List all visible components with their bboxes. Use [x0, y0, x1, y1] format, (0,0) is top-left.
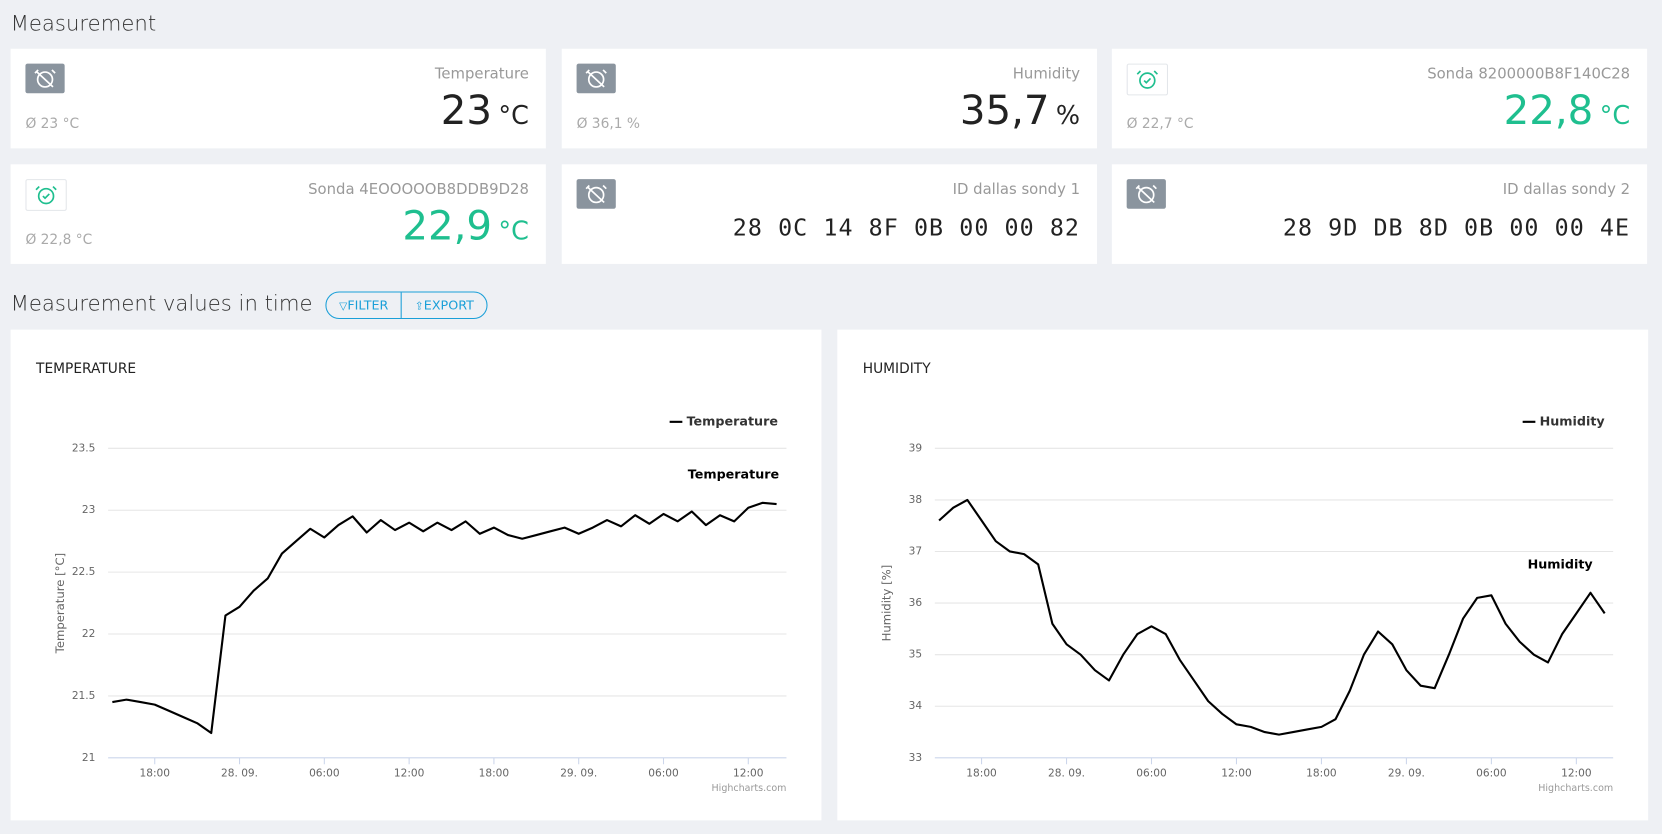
card-average: Ø 22,7 °C [1126, 116, 1194, 133]
card: Temperature 23 °C Ø 23 °C [10, 48, 546, 149]
card-label: Humidity [1012, 65, 1081, 83]
y-tick-label: 35 [909, 649, 922, 661]
card-value-box: 22,9 °C [402, 202, 529, 249]
line-series [938, 498, 1606, 736]
card-average: Ø 23 °C [25, 116, 80, 133]
y-tick-label: 23.5 [72, 442, 96, 454]
x-tick-label: 12:00 [1221, 768, 1252, 780]
y-tick-label: 33 [909, 752, 922, 764]
card-value-box: 35,7% [960, 87, 1080, 134]
card-unit: °C [498, 216, 529, 246]
y-tick-label: 21 [82, 752, 95, 764]
y-axis-title: Humidity [%] [880, 565, 894, 642]
alarm-off-icon [576, 63, 616, 94]
y-tick-label: 22.5 [72, 566, 96, 578]
card-unit: % [1055, 100, 1081, 131]
y-tick-label: 34 [909, 700, 923, 712]
card-label: ID dallas sondy 1 [952, 181, 1081, 199]
section-title: Measurement values in time [10, 290, 313, 316]
card-label: Sonda 4EOOOOOB8DDB9D28 [308, 181, 529, 199]
x-tick-label: 29. 09. [560, 768, 597, 780]
card-value-box: 22,8 °C [1504, 87, 1631, 134]
y-tick-label: 38 [909, 494, 922, 506]
y-tick-label: 23 [82, 504, 95, 516]
x-tick-label: 06:00 [648, 768, 679, 780]
x-tick-label: 18:00 [479, 768, 510, 780]
chart-panel: TEMPERATURE 21 21.5 22 22.5 23 23.5 18:00 28. 09… [10, 329, 822, 821]
card-label: ID dallas sondy 2 [1502, 181, 1631, 199]
card-value: 22,8 [1503, 86, 1594, 134]
y-axis-title: Temperature [°C] [53, 553, 67, 654]
credits: Highcharts.com [712, 783, 787, 794]
y-tick-label: 37 [909, 546, 922, 558]
chart-panel: HUMIDITY 33 34 35 36 37 38 39 18:00 28. 09. 06:00 1… [837, 329, 1649, 821]
series-label: Temperature [688, 467, 779, 482]
y-tick-label: 22 [82, 628, 95, 640]
y-tick-label: 36 [909, 597, 923, 609]
credits: Highcharts.com [1538, 783, 1613, 794]
card-average: Ø 22,8 °C [25, 232, 93, 249]
card-label: Temperature [434, 65, 529, 83]
legend-label: Humidity [1540, 413, 1606, 428]
line-series [112, 501, 777, 735]
alarm-on-icon [1126, 63, 1169, 96]
alarm-off-icon [1126, 179, 1166, 209]
alarm-off-icon [576, 179, 616, 209]
legend-label: Temperature [687, 413, 778, 428]
y-tick-label: 39 [909, 442, 922, 454]
x-tick-label: 18:00 [1306, 768, 1337, 780]
card-value-box: 28 0C 14 8F 0B 00 00 82 [733, 215, 1080, 241]
x-tick-label: 12:00 [1561, 768, 1592, 780]
y-tick-label: 21.5 [72, 690, 96, 702]
filter-button[interactable]: FILTER [326, 293, 401, 318]
card: Sonda 8200000B8F140C28 22,8 °C Ø 22,7 °C [1111, 48, 1648, 149]
x-tick-label: 06:00 [309, 768, 340, 780]
card: Humidity 35,7% Ø 36,1 % [561, 48, 1097, 149]
card-value: 35,7 [959, 86, 1050, 134]
card-unit: °C [498, 100, 529, 131]
card-label: Sonda 8200000B8F140C28 [1427, 65, 1631, 83]
card-value: 28 9D DB 8D 0B 00 00 4E [1282, 215, 1631, 242]
page-title: Measurement [10, 10, 157, 37]
alarm-on-icon [25, 179, 67, 211]
alarm-off-icon [25, 63, 65, 94]
card-value: 28 0C 14 8F 0B 00 00 82 [732, 215, 1081, 242]
card: ID dallas sondy 1 28 0C 14 8F 0B 00 00 82 [561, 164, 1097, 264]
x-tick-label: 29. 09. [1388, 768, 1425, 780]
card-value: 22,9 [402, 202, 493, 250]
chart: TEMPERATURE 21 21.5 22 22.5 23 23.5 18:00 28. 09… [35, 361, 787, 794]
export-button[interactable]: EXPORT [401, 292, 487, 318]
x-tick-label: 06:00 [1476, 768, 1507, 780]
button-group: FILTER EXPORT [325, 291, 488, 320]
x-tick-label: 06:00 [1136, 768, 1167, 780]
x-tick-label: 28. 09. [1048, 768, 1085, 780]
x-tick-label: 18:00 [966, 768, 997, 780]
x-tick-label: 28. 09. [221, 768, 258, 780]
chart-title: HUMIDITY [863, 361, 931, 377]
chart: HUMIDITY 33 34 35 36 37 38 39 18:00 28. 09. 06:00 1… [863, 361, 1614, 794]
x-tick-label: 18:00 [139, 768, 170, 780]
card-value-box: 28 9D DB 8D 0B 00 00 4E [1283, 215, 1630, 241]
card: ID dallas sondy 2 28 9D DB 8D 0B 00 00 4E [1111, 164, 1648, 264]
chart-title: TEMPERATURE [35, 361, 136, 377]
card: Sonda 4EOOOOOB8DDB9D28 22,9 °C Ø 22,8 °C [10, 164, 546, 264]
card-average: Ø 36,1 % [576, 116, 640, 133]
x-tick-label: 12:00 [394, 768, 425, 780]
series-label: Humidity [1528, 557, 1594, 572]
x-tick-label: 12:00 [733, 768, 764, 780]
card-value-box: 23 °C [441, 87, 529, 134]
card-unit: °C [1599, 100, 1631, 131]
card-value: 23 [440, 86, 493, 134]
